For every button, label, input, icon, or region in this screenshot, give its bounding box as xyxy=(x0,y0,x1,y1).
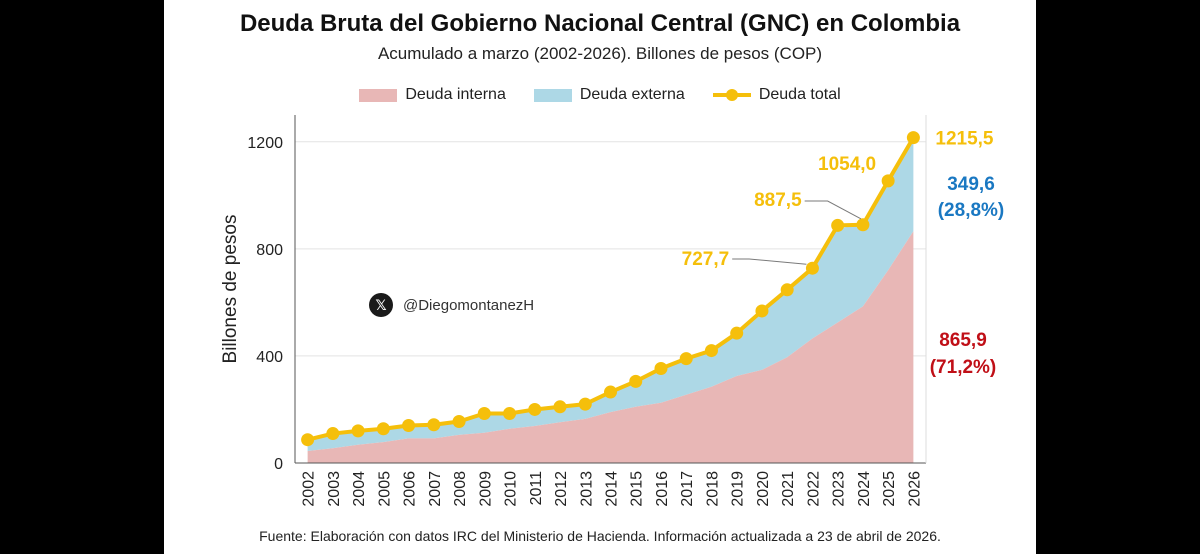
x-tick-label-2008: 2008 xyxy=(452,471,469,507)
point-deuda-total-2011 xyxy=(528,402,542,416)
point-deuda-total-2017 xyxy=(679,352,693,366)
annotation-externa-value: 349,6 xyxy=(947,174,995,195)
legend-swatch-deuda-interna xyxy=(359,88,398,102)
x-tick-label-2022: 2022 xyxy=(805,471,822,507)
source-note: Fuente: Elaboración con datos IRC del Mi… xyxy=(259,528,941,544)
point-deuda-total-2006 xyxy=(402,419,416,433)
x-tick-label-2016: 2016 xyxy=(654,471,671,507)
legend-label-deuda-externa: Deuda externa xyxy=(579,86,685,103)
annotation-externa-share: (28,8%) xyxy=(938,200,1005,221)
x-tick-label-2011: 2011 xyxy=(528,471,545,506)
x-tick-label-2003: 2003 xyxy=(326,471,343,507)
chart-title: Deuda Bruta del Gobierno Nacional Centra… xyxy=(239,10,961,37)
x-tick-label-2023: 2023 xyxy=(831,471,848,507)
chart-subtitle: Acumulado a marzo (2002-2026). Billones … xyxy=(377,44,823,63)
point-deuda-total-2010 xyxy=(503,406,517,420)
point-deuda-total-2007 xyxy=(427,418,441,432)
point-deuda-total-2025 xyxy=(881,174,895,188)
x-tick-label-2006: 2006 xyxy=(402,471,419,507)
legend-swatch-deuda-externa xyxy=(533,88,572,102)
legend-label-deuda-total: Deuda total xyxy=(758,86,841,103)
x-logo-icon: 𝕏 xyxy=(369,293,393,317)
x-tick-label-2010: 2010 xyxy=(503,471,520,507)
leader-total-2023 xyxy=(804,200,862,220)
point-deuda-total-2023 xyxy=(831,218,845,232)
point-deuda-total-2019 xyxy=(730,326,744,340)
y-tick-label-0: 0 xyxy=(274,456,283,473)
x-tick-label-2019: 2019 xyxy=(730,471,747,507)
x-tick-label-2015: 2015 xyxy=(629,471,646,507)
y-tick-label-1200: 1200 xyxy=(247,135,283,152)
x-tick-label-2018: 2018 xyxy=(704,471,721,507)
annotation-total-2023: 887,5 xyxy=(754,190,802,211)
x-tick-label-2005: 2005 xyxy=(376,471,393,507)
point-deuda-total-2018 xyxy=(704,344,718,358)
point-deuda-total-2021 xyxy=(780,283,794,297)
point-deuda-total-2008 xyxy=(452,415,466,429)
point-deuda-total-2014 xyxy=(604,385,617,399)
point-deuda-total-2004 xyxy=(351,424,365,438)
x-tick-label-2002: 2002 xyxy=(301,471,318,507)
x-tick-label-2020: 2020 xyxy=(755,471,772,507)
x-tick-label-2021: 2021 xyxy=(780,471,797,507)
annotation-total-2025: 1054,0 xyxy=(818,154,876,175)
x-tick-label-2004: 2004 xyxy=(351,471,368,507)
x-tick-label-2025: 2025 xyxy=(881,471,898,507)
x-tick-label-2014: 2014 xyxy=(604,471,621,507)
point-deuda-total-2002 xyxy=(301,433,315,447)
x-tick-label-2013: 2013 xyxy=(578,471,595,507)
x-tick-label-2007: 2007 xyxy=(427,471,444,507)
y-tick-label-400: 400 xyxy=(256,349,283,366)
point-deuda-total-2013 xyxy=(578,397,592,411)
watermark-handle: @DiegomontanezH xyxy=(403,296,535,314)
legend-swatch-deuda-total xyxy=(712,88,751,102)
legend-label-deuda-interna: Deuda interna xyxy=(405,86,506,103)
x-tick-label-2009: 2009 xyxy=(477,471,494,507)
point-deuda-total-2003 xyxy=(326,427,340,441)
point-deuda-total-2015 xyxy=(629,374,643,388)
y-tick-label-800: 800 xyxy=(256,242,283,259)
point-deuda-total-2020 xyxy=(755,304,769,318)
y-axis-label: Billones de pesos xyxy=(220,215,241,364)
point-deuda-total-2026 xyxy=(906,131,920,145)
annotation-total-2022: 727,7 xyxy=(682,249,730,270)
area-deuda-interna xyxy=(307,231,914,463)
point-deuda-total-2009 xyxy=(477,406,491,420)
annotation-interna-share: (71,2%) xyxy=(930,357,997,378)
chart-svg: 0 400 800 1200 2002 2003 2004 2005 2006 2007 2008 2… xyxy=(220,115,1005,507)
legend-item-deuda-total: Deuda total xyxy=(712,86,841,104)
x-tick-label-2012: 2012 xyxy=(553,471,570,507)
x-tick-label-2017: 2017 xyxy=(679,471,696,507)
x-tick-label-2026: 2026 xyxy=(906,471,923,507)
chart-legend: Deuda interna Deuda externa Deuda total xyxy=(164,86,1036,104)
point-deuda-total-2012 xyxy=(553,400,567,414)
area-deuda-externa xyxy=(307,137,914,451)
annotation-total-2026: 1215,5 xyxy=(935,129,994,150)
legend-item-deuda-externa: Deuda externa xyxy=(533,86,685,104)
leader-total-2022 xyxy=(732,258,807,265)
point-deuda-total-2024 xyxy=(856,218,870,232)
x-tick-label-2024: 2024 xyxy=(856,471,873,507)
watermark: 𝕏 @DiegomontanezH xyxy=(369,293,534,317)
chart-canvas: Deuda Bruta del Gobierno Nacional Centra… xyxy=(164,0,1036,554)
legend-item-deuda-interna: Deuda interna xyxy=(359,86,506,104)
point-deuda-total-2016 xyxy=(654,362,668,376)
point-deuda-total-2005 xyxy=(376,422,390,436)
annotation-interna-value: 865,9 xyxy=(939,330,987,351)
point-deuda-total-2022 xyxy=(805,261,819,275)
